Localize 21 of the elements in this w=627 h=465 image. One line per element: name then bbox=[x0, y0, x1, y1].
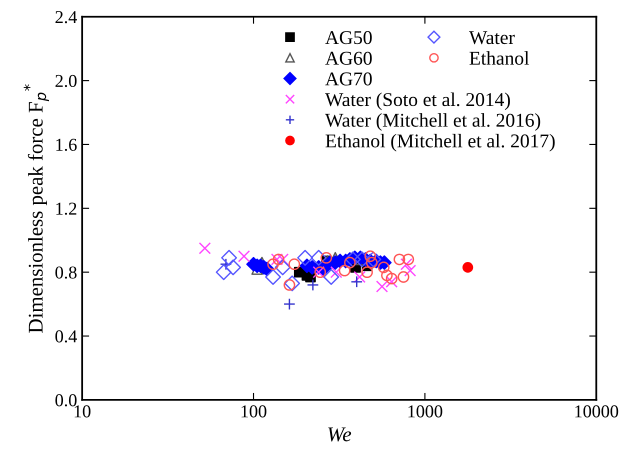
legend-label: Water (Mitchell et al. 2016) bbox=[325, 113, 540, 131]
y-tick-label: 2.4 bbox=[56, 11, 77, 24]
legend-label: AG50 bbox=[325, 31, 372, 44]
legend-label: Ethanol (Mitchell et al. 2017) bbox=[326, 134, 555, 152]
y-tick-label: 0.0 bbox=[55, 394, 77, 406]
x-axis-title: We bbox=[328, 428, 352, 442]
y-tick-label: 1.2 bbox=[56, 202, 76, 215]
x-tick-label: 1000 bbox=[408, 405, 442, 418]
y-tick-label: 0.8 bbox=[55, 266, 77, 279]
legend-label: AG60 bbox=[325, 52, 372, 65]
legend-label: AG70 bbox=[325, 72, 372, 86]
legend-label: Water (Soto et al. 2014) bbox=[325, 92, 510, 110]
x-tick-label: 10000 bbox=[575, 405, 618, 418]
y-tick-label: 1.6 bbox=[56, 138, 77, 151]
y-axis-title: Dimensionless peak force F$_{p}$$^{*}$ bbox=[24, 84, 49, 333]
legend-label: Water bbox=[468, 31, 515, 44]
y-tick-label: 0.4 bbox=[55, 330, 77, 343]
x-tick-label: 100 bbox=[242, 405, 266, 418]
y-tick-label: 2.0 bbox=[56, 74, 77, 88]
legend-label: Ethanol bbox=[470, 51, 530, 65]
x-tick-label: 10 bbox=[74, 405, 90, 418]
